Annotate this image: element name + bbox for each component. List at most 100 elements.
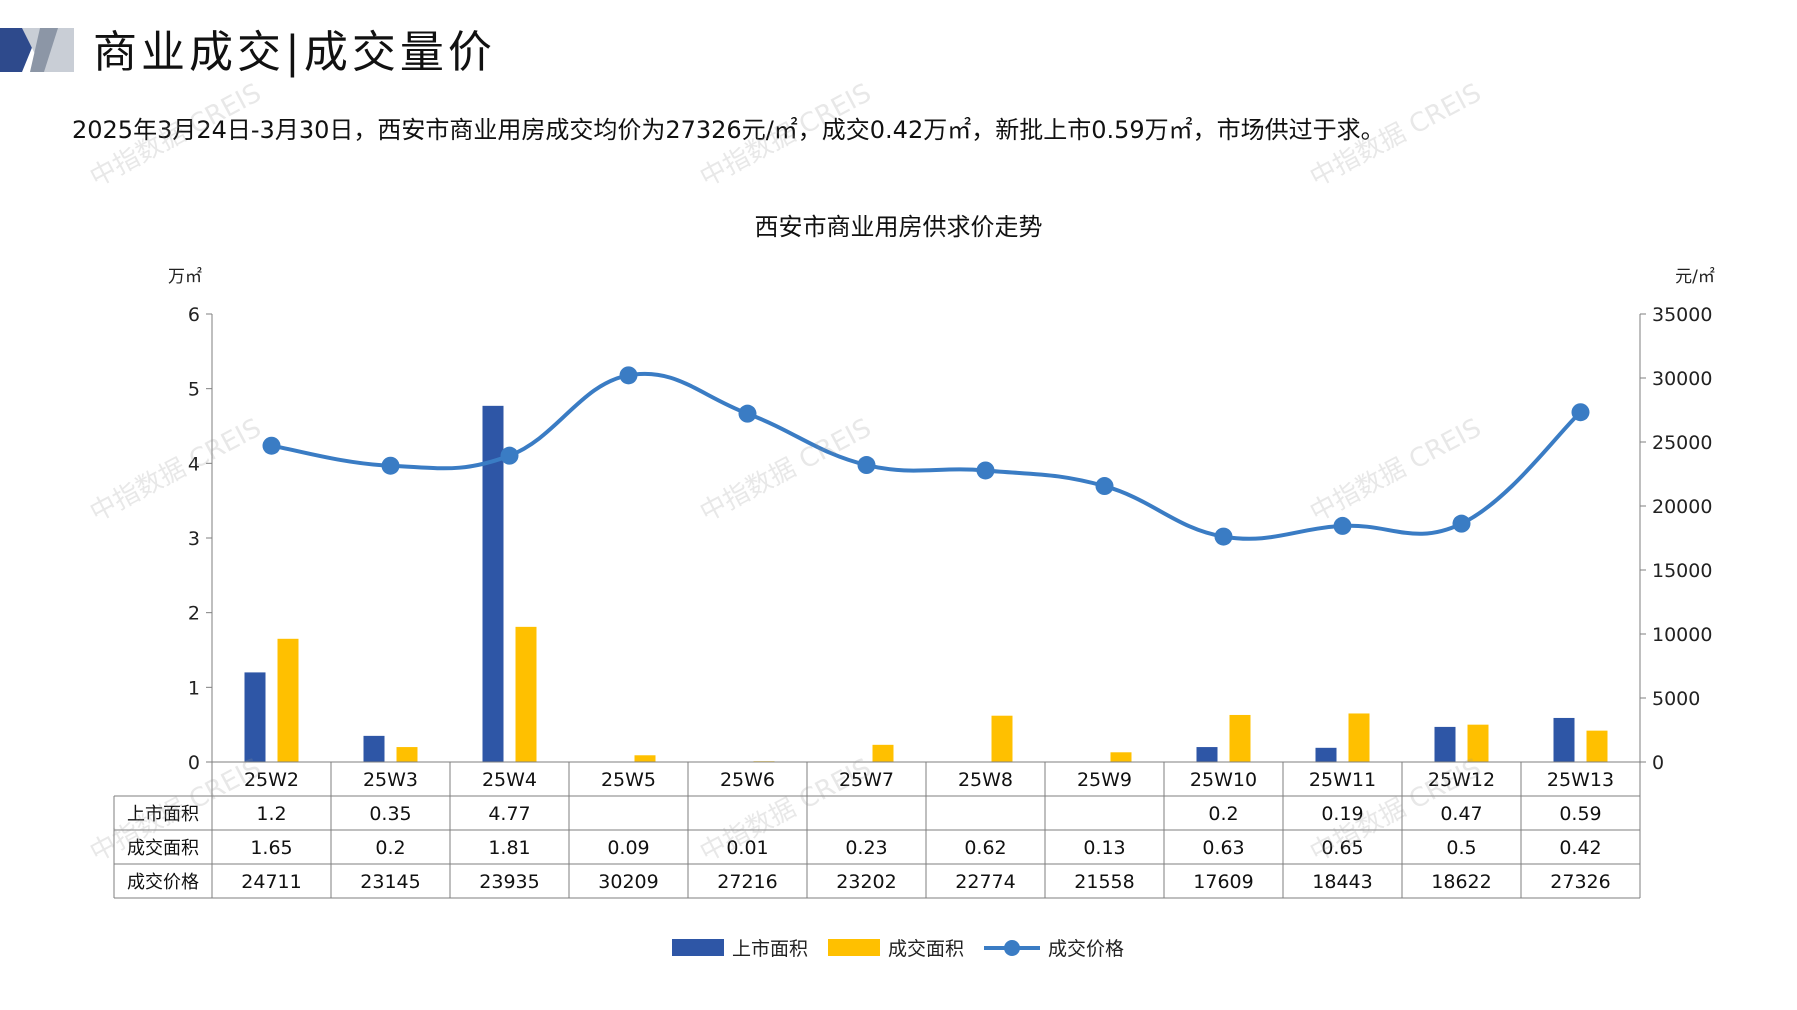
bar-deal-area — [991, 715, 1013, 762]
data-label: 0.59 — [1559, 803, 1601, 825]
data-label: 1.2 — [256, 803, 286, 825]
bar-deal-area — [634, 755, 656, 762]
left-tick-label: 0 — [188, 752, 200, 774]
right-tick-label: 10000 — [1652, 624, 1712, 646]
bar-deal-area — [1348, 713, 1370, 762]
right-tick-label: 5000 — [1652, 688, 1700, 710]
price-point — [262, 436, 281, 455]
data-label: 18622 — [1431, 871, 1491, 893]
data-label: 1.65 — [250, 837, 292, 859]
summary-text: 2025年3月24日-3月30日，西安市商业用房成交均价为27326元/㎡，成交… — [72, 116, 1385, 144]
category-label: 25W6 — [720, 769, 775, 791]
left-tick-label: 5 — [188, 379, 200, 401]
data-label: 1.81 — [488, 837, 530, 859]
data-label: 0.62 — [964, 837, 1006, 859]
left-tick-label: 1 — [188, 677, 200, 699]
axes: 0 1 2 3 4 5 6 万㎡ 0 5000 10000 15000 20000 25000 30000 3… — [168, 267, 1715, 774]
right-tick-label: 20000 — [1652, 496, 1712, 518]
data-label: 0.23 — [845, 837, 887, 859]
bars — [244, 405, 1608, 762]
price-line — [262, 366, 1590, 546]
category-label: 25W11 — [1309, 769, 1376, 791]
category-label: 25W9 — [1077, 769, 1132, 791]
price-point — [1452, 514, 1471, 533]
category-label: 25W10 — [1190, 769, 1257, 791]
left-tick-label: 4 — [188, 453, 200, 475]
data-label: 30209 — [598, 871, 658, 893]
bar-supply — [1553, 717, 1575, 762]
category-label: 25W3 — [363, 769, 418, 791]
page-title: 商业成交|成交量价 — [93, 27, 496, 78]
data-label: 27216 — [717, 871, 777, 893]
price-line-path — [271, 371, 1582, 541]
row-name: 上市面积 — [127, 804, 199, 825]
right-tick-label: 25000 — [1652, 432, 1712, 454]
data-label: 27326 — [1550, 871, 1610, 893]
row-name: 成交价格 — [127, 872, 199, 893]
right-tick-label: 30000 — [1652, 368, 1712, 390]
data-label: 0.01 — [726, 837, 768, 859]
data-label: 0.19 — [1321, 803, 1363, 825]
data-label: 0.65 — [1321, 837, 1363, 859]
bar-deal-area — [1467, 724, 1489, 762]
legend-label-price: 成交价格 — [1048, 938, 1124, 960]
data-label: 0.47 — [1440, 803, 1482, 825]
data-label: 17609 — [1193, 871, 1253, 893]
left-axis-unit: 万㎡ — [168, 267, 202, 287]
data-label: 24711 — [241, 871, 301, 893]
legend-swatch-deal-area — [828, 939, 880, 956]
legend-swatch-supply — [672, 939, 724, 956]
legend-label-supply: 上市面积 — [732, 938, 808, 960]
data-label: 23202 — [836, 871, 896, 893]
category-label: 25W5 — [601, 769, 656, 791]
right-tick-label: 0 — [1652, 752, 1664, 774]
data-label: 4.77 — [488, 803, 530, 825]
price-point — [381, 456, 400, 475]
bar-deal-area — [1586, 730, 1608, 762]
bar-supply — [1434, 726, 1456, 762]
data-label: 0.35 — [369, 803, 411, 825]
right-tick-label: 35000 — [1652, 304, 1712, 326]
data-label: 18443 — [1312, 871, 1372, 893]
price-point — [1095, 477, 1114, 496]
price-point — [976, 461, 995, 480]
data-label: 0.09 — [607, 837, 649, 859]
price-point — [1571, 403, 1590, 422]
category-label: 25W4 — [482, 769, 537, 791]
row-name: 成交面积 — [127, 838, 199, 859]
bar-supply — [1196, 747, 1218, 762]
bar-supply — [482, 405, 504, 762]
bar-deal-area — [277, 638, 299, 762]
right-axis-unit: 元/㎡ — [1675, 267, 1715, 287]
header-decoration — [0, 28, 74, 72]
chart-title: 西安市商业用房供求价走势 — [754, 213, 1043, 241]
legend-label-deal-area: 成交面积 — [888, 938, 964, 960]
price-point — [1333, 516, 1352, 535]
data-label: 23935 — [479, 871, 539, 893]
data-label: 0.63 — [1202, 837, 1244, 859]
price-point — [619, 366, 638, 385]
price-point — [857, 456, 876, 475]
category-label: 25W7 — [839, 769, 894, 791]
price-point — [738, 404, 757, 423]
right-tick-label: 15000 — [1652, 560, 1712, 582]
bar-deal-area — [872, 744, 894, 762]
bar-supply — [244, 672, 266, 762]
price-point — [1214, 527, 1233, 546]
data-label: 21558 — [1074, 871, 1134, 893]
bar-deal-area — [1110, 752, 1132, 762]
category-label: 25W8 — [958, 769, 1013, 791]
data-label: 0.2 — [375, 837, 405, 859]
bar-supply — [363, 735, 385, 762]
left-tick-label: 3 — [188, 528, 200, 550]
bar-deal-area — [396, 747, 418, 762]
legend: 上市面积 成交面积 成交价格 — [672, 938, 1124, 960]
left-tick-label: 2 — [188, 603, 200, 625]
data-label: 0.13 — [1083, 837, 1125, 859]
data-label: 0.2 — [1208, 803, 1238, 825]
price-point — [500, 446, 519, 465]
data-label: 22774 — [955, 871, 1015, 893]
category-label: 25W13 — [1547, 769, 1614, 791]
data-label: 0.5 — [1446, 837, 1476, 859]
